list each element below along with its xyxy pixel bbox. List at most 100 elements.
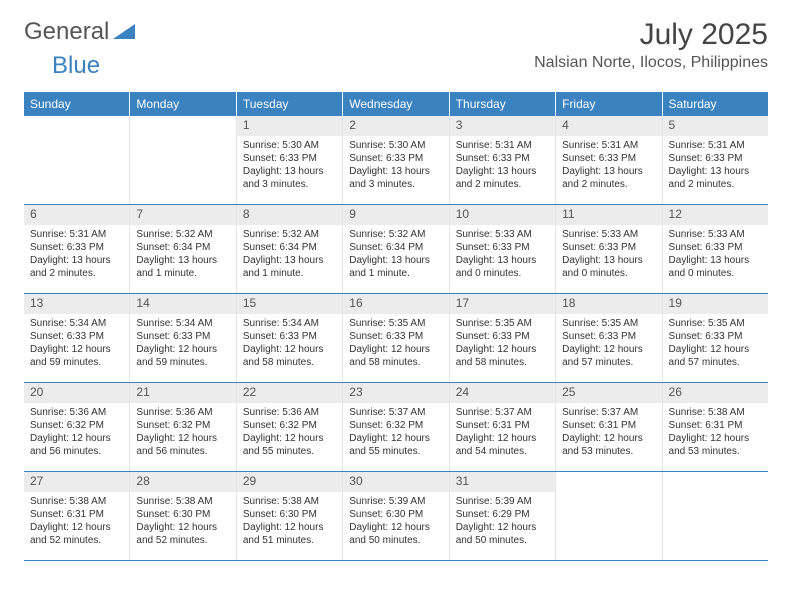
day-number: 30 (343, 472, 448, 492)
logo-text-blue: Blue (52, 52, 100, 79)
sunrise-text: Sunrise: 5:33 AM (562, 228, 655, 241)
daylight-text: Daylight: 12 hours and 51 minutes. (243, 521, 336, 547)
location-text: Nalsian Norte, Ilocos, Philippines (534, 54, 768, 72)
day-cell: 5Sunrise: 5:31 AMSunset: 6:33 PMDaylight… (663, 116, 768, 204)
day-number: 7 (130, 205, 235, 225)
sunrise-text: Sunrise: 5:34 AM (136, 317, 229, 330)
sunset-text: Sunset: 6:31 PM (456, 419, 549, 432)
day-cell (663, 472, 768, 560)
calendar: Sunday Monday Tuesday Wednesday Thursday… (24, 92, 768, 561)
daylight-text: Daylight: 12 hours and 57 minutes. (669, 343, 762, 369)
sunrise-text: Sunrise: 5:38 AM (243, 495, 336, 508)
daylight-text: Daylight: 12 hours and 59 minutes. (30, 343, 123, 369)
sunset-text: Sunset: 6:33 PM (30, 330, 123, 343)
day-cell: 12Sunrise: 5:33 AMSunset: 6:33 PMDayligh… (663, 205, 768, 293)
daylight-text: Daylight: 13 hours and 2 minutes. (562, 165, 655, 191)
day-number: 4 (556, 116, 661, 136)
day-number: 22 (237, 383, 342, 403)
day-number: 27 (24, 472, 129, 492)
day-header: Saturday (663, 92, 768, 116)
daylight-text: Daylight: 12 hours and 53 minutes. (669, 432, 762, 458)
daylight-text: Daylight: 13 hours and 3 minutes. (243, 165, 336, 191)
daylight-text: Daylight: 12 hours and 50 minutes. (456, 521, 549, 547)
day-number: 15 (237, 294, 342, 314)
sunrise-text: Sunrise: 5:31 AM (30, 228, 123, 241)
sunset-text: Sunset: 6:33 PM (349, 330, 442, 343)
sunrise-text: Sunrise: 5:39 AM (456, 495, 549, 508)
day-cell: 19Sunrise: 5:35 AMSunset: 6:33 PMDayligh… (663, 294, 768, 382)
day-number: 8 (237, 205, 342, 225)
day-body: Sunrise: 5:33 AMSunset: 6:33 PMDaylight:… (556, 225, 661, 286)
day-number: 31 (450, 472, 555, 492)
day-number: 29 (237, 472, 342, 492)
day-number: 16 (343, 294, 448, 314)
daylight-text: Daylight: 12 hours and 50 minutes. (349, 521, 442, 547)
day-body: Sunrise: 5:35 AMSunset: 6:33 PMDaylight:… (450, 314, 555, 375)
day-body: Sunrise: 5:30 AMSunset: 6:33 PMDaylight:… (237, 136, 342, 197)
day-number: 18 (556, 294, 661, 314)
daylight-text: Daylight: 12 hours and 58 minutes. (456, 343, 549, 369)
sunset-text: Sunset: 6:32 PM (349, 419, 442, 432)
sunrise-text: Sunrise: 5:38 AM (669, 406, 762, 419)
sunrise-text: Sunrise: 5:35 AM (456, 317, 549, 330)
day-number: 19 (663, 294, 768, 314)
day-cell: 11Sunrise: 5:33 AMSunset: 6:33 PMDayligh… (556, 205, 662, 293)
day-body: Sunrise: 5:38 AMSunset: 6:30 PMDaylight:… (130, 492, 235, 553)
day-body: Sunrise: 5:39 AMSunset: 6:30 PMDaylight:… (343, 492, 448, 553)
week-row: 27 Sunrise: 5:38 AM Sunset: 6:31 PM Dayligh… (24, 472, 768, 561)
daylight-text: Daylight: 13 hours and 2 minutes. (30, 254, 123, 280)
month-title: July 2025 (534, 18, 768, 52)
sunset-text: Sunset: 6:33 PM (30, 241, 123, 254)
day-number: 1 (237, 116, 342, 136)
sunset-text: Sunset: 6:31 PM (30, 508, 123, 521)
sunset-text: Sunset: 6:33 PM (456, 241, 549, 254)
daylight-text: Daylight: 13 hours and 0 minutes. (562, 254, 655, 280)
day-cell: 29Sunrise: 5:38 AMSunset: 6:30 PMDayligh… (237, 472, 343, 560)
day-body: Sunrise: 5:35 AMSunset: 6:33 PMDaylight:… (343, 314, 448, 375)
daylight-text: Daylight: 12 hours and 52 minutes. (136, 521, 229, 547)
daylight-text: Daylight: 12 hours and 58 minutes. (349, 343, 442, 369)
sunrise-text: Sunrise: 5:32 AM (349, 228, 442, 241)
day-number: 5 (663, 116, 768, 136)
sunrise-text: Sunrise: 5:34 AM (243, 317, 336, 330)
day-number: 17 (450, 294, 555, 314)
day-body: Sunrise: 5:34 AMSunset: 6:33 PMDaylight:… (237, 314, 342, 375)
day-cell: 26Sunrise: 5:38 AMSunset: 6:31 PMDayligh… (663, 383, 768, 471)
day-cell: 1Sunrise: 5:30 AMSunset: 6:33 PMDaylight… (237, 116, 343, 204)
day-cell: 18Sunrise: 5:35 AMSunset: 6:33 PMDayligh… (556, 294, 662, 382)
day-header: Tuesday (237, 92, 343, 116)
day-number: 2 (343, 116, 448, 136)
sunset-text: Sunset: 6:33 PM (669, 152, 762, 165)
day-number: 24 (450, 383, 555, 403)
daylight-text: Daylight: 13 hours and 1 minute. (243, 254, 336, 280)
day-body: Sunrise: 5:38 AMSunset: 6:30 PMDaylight:… (237, 492, 342, 553)
day-number: 3 (450, 116, 555, 136)
day-header: Friday (556, 92, 662, 116)
week-row: 1Sunrise: 5:30 AMSunset: 6:33 PMDaylight… (24, 116, 768, 205)
day-body: Sunrise: 5:34 AMSunset: 6:33 PMDaylight:… (24, 314, 129, 375)
day-body: Sunrise: 5:31 AMSunset: 6:33 PMDaylight:… (24, 225, 129, 286)
week-row: 6Sunrise: 5:31 AMSunset: 6:33 PMDaylight… (24, 205, 768, 294)
sunset-text: Sunset: 6:33 PM (562, 330, 655, 343)
day-header: Wednesday (343, 92, 449, 116)
sunset-text: Sunset: 6:30 PM (136, 508, 229, 521)
day-number: 25 (556, 383, 661, 403)
daylight-text: Daylight: 12 hours and 53 minutes. (562, 432, 655, 458)
day-cell: 25Sunrise: 5:37 AMSunset: 6:31 PMDayligh… (556, 383, 662, 471)
day-body: Sunrise: 5:36 AMSunset: 6:32 PMDaylight:… (130, 403, 235, 464)
day-cell: 23Sunrise: 5:37 AMSunset: 6:32 PMDayligh… (343, 383, 449, 471)
sunset-text: Sunset: 6:31 PM (562, 419, 655, 432)
day-cell: 16Sunrise: 5:35 AMSunset: 6:33 PMDayligh… (343, 294, 449, 382)
day-cell (24, 116, 130, 204)
week-row: 20Sunrise: 5:36 AMSunset: 6:32 PMDayligh… (24, 383, 768, 472)
day-cell: 8Sunrise: 5:32 AMSunset: 6:34 PMDaylight… (237, 205, 343, 293)
day-body: Sunrise: 5:32 AMSunset: 6:34 PMDaylight:… (237, 225, 342, 286)
sunset-text: Sunset: 6:33 PM (669, 330, 762, 343)
sunset-text: Sunset: 6:33 PM (136, 330, 229, 343)
sunset-text: Sunset: 6:29 PM (456, 508, 549, 521)
day-header-row: Sunday Monday Tuesday Wednesday Thursday… (24, 92, 768, 116)
day-cell: 7Sunrise: 5:32 AMSunset: 6:34 PMDaylight… (130, 205, 236, 293)
day-number: 23 (343, 383, 448, 403)
day-body: Sunrise: 5:32 AMSunset: 6:34 PMDaylight:… (343, 225, 448, 286)
day-cell: 3Sunrise: 5:31 AMSunset: 6:33 PMDaylight… (450, 116, 556, 204)
